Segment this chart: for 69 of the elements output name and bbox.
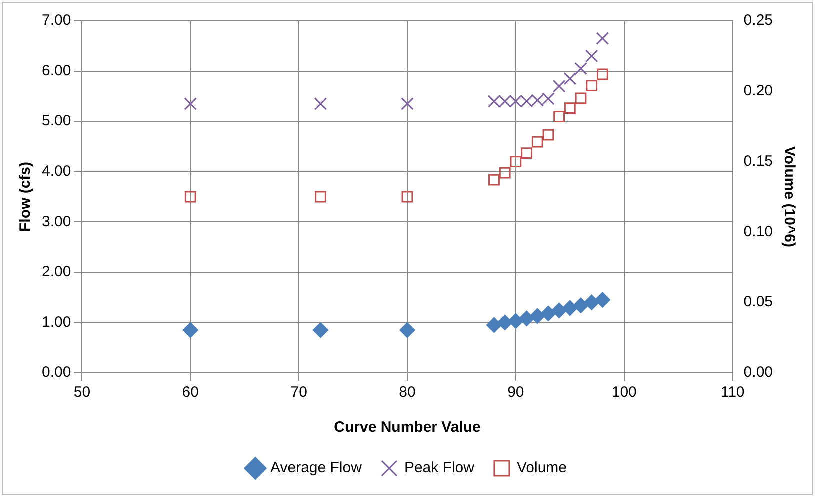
y2-tick-label: 0.10 bbox=[744, 223, 774, 240]
point bbox=[596, 32, 610, 46]
point bbox=[510, 95, 522, 108]
point bbox=[402, 191, 414, 203]
point bbox=[554, 111, 566, 122]
y-tick-label: 1.00 bbox=[42, 314, 72, 331]
point bbox=[575, 92, 587, 104]
point bbox=[314, 98, 328, 110]
point bbox=[585, 50, 598, 63]
y-tick-label: 6.00 bbox=[42, 62, 72, 80]
point bbox=[184, 98, 198, 110]
point bbox=[315, 191, 326, 203]
point bbox=[519, 310, 535, 326]
point bbox=[508, 313, 524, 329]
point bbox=[596, 68, 608, 80]
point bbox=[499, 167, 511, 179]
point bbox=[532, 136, 544, 148]
point bbox=[182, 322, 198, 338]
point bbox=[530, 308, 546, 324]
x-axis-title: Curve Number Value bbox=[334, 419, 481, 436]
point bbox=[573, 298, 589, 314]
x-tick-label: 110 bbox=[720, 384, 745, 402]
y2-tick-label: 0.20 bbox=[744, 82, 774, 100]
legend-label: Volume bbox=[516, 460, 568, 477]
point bbox=[586, 80, 598, 92]
point bbox=[594, 292, 610, 308]
y-tick-label: 2.00 bbox=[42, 264, 72, 281]
point bbox=[510, 156, 522, 168]
y-tick-label: 7.00 bbox=[42, 12, 72, 30]
point bbox=[520, 95, 534, 108]
point bbox=[313, 322, 328, 338]
x-tick-label: 50 bbox=[74, 384, 91, 402]
x-tick-label: 70 bbox=[290, 384, 308, 402]
legend-label: Average Flow bbox=[270, 460, 362, 477]
point bbox=[564, 102, 576, 114]
x-tick-label: 100 bbox=[612, 384, 637, 402]
point bbox=[486, 317, 502, 333]
y2-tick-label: 0.25 bbox=[744, 12, 774, 30]
y-axis-title: Flow (cfs) bbox=[17, 162, 34, 232]
x-tick-label: 60 bbox=[182, 384, 199, 402]
point bbox=[552, 302, 568, 318]
point bbox=[584, 294, 600, 310]
x-tick-label: 90 bbox=[508, 384, 524, 402]
y2-tick-label: 0.15 bbox=[744, 152, 774, 170]
point bbox=[542, 129, 554, 141]
y-tick-label: 5.00 bbox=[42, 112, 72, 130]
x-tick-label: 80 bbox=[399, 384, 416, 402]
point bbox=[498, 95, 512, 108]
point bbox=[564, 72, 577, 86]
y2-tick-label: 0.00 bbox=[744, 364, 774, 382]
point bbox=[521, 148, 532, 160]
legend-label: Peak Flow bbox=[404, 460, 475, 477]
y-tick-label: 4.00 bbox=[42, 163, 72, 180]
point bbox=[400, 322, 416, 338]
point bbox=[184, 191, 196, 203]
point bbox=[542, 92, 555, 106]
point bbox=[497, 314, 513, 330]
y2-tick-label: 0.05 bbox=[744, 294, 774, 311]
point bbox=[552, 80, 566, 93]
point bbox=[562, 300, 578, 316]
point bbox=[488, 95, 501, 108]
y-tick-label: 3.00 bbox=[42, 213, 72, 230]
point bbox=[574, 62, 588, 76]
y-tick-label: 0.00 bbox=[42, 364, 72, 382]
point bbox=[540, 306, 556, 322]
point bbox=[401, 98, 414, 110]
y2-axis-title: Volume (10^6) bbox=[780, 146, 798, 248]
point bbox=[488, 174, 500, 186]
point bbox=[531, 94, 544, 107]
